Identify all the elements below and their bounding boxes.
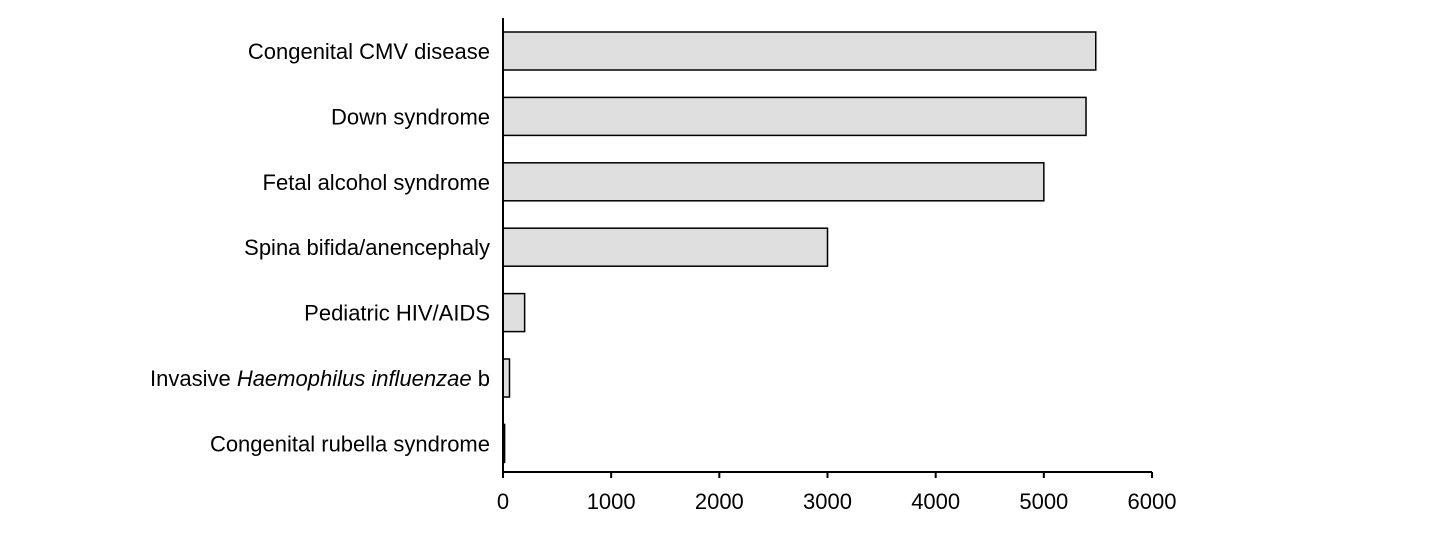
category-label-6: Invasive Haemophilus influenzae b: [150, 366, 490, 391]
category-label-1: Congenital CMV disease: [248, 39, 490, 64]
category-label-2: Down syndrome: [331, 104, 490, 129]
category-label-7: Congenital rubella syndrome: [210, 431, 490, 456]
category-labels: Congenital CMV disease Down syndrome Fetal…: [150, 39, 490, 456]
category-label-part: Spina bifida/anencephaly: [244, 235, 490, 260]
category-label-3: Fetal alcohol syndrome: [263, 170, 490, 195]
category-label-part: b: [472, 366, 490, 391]
category-label-part: Congenital CMV disease: [248, 39, 490, 64]
x-tick-label-2000: 2000: [695, 489, 744, 514]
bar-1: [502, 31, 1097, 71]
x-tick-label-4000: 4000: [911, 489, 960, 514]
category-label-part: Down syndrome: [331, 104, 490, 129]
bar-2: [502, 96, 1087, 137]
x-tick-label-6000: 6000: [1128, 489, 1177, 514]
category-label-part: Haemophilus influenzae: [237, 366, 472, 391]
x-tick-label-3000: 3000: [803, 489, 852, 514]
bars-group: [502, 31, 1097, 464]
bar-4: [502, 227, 829, 267]
category-label-part: Congenital rubella syndrome: [210, 431, 490, 456]
category-label-5: Pediatric HIV/AIDS: [304, 301, 490, 326]
category-label-part: Fetal alcohol syndrome: [263, 170, 490, 195]
x-tick-label-1000: 1000: [587, 489, 636, 514]
x-tick-label-5000: 5000: [1019, 489, 1068, 514]
bar-3: [502, 162, 1045, 202]
category-label-4: Spina bifida/anencephaly: [244, 235, 490, 260]
category-label-part: Invasive: [150, 366, 237, 391]
x-tick-label-0: 0: [497, 489, 509, 514]
bar-5: [502, 292, 526, 333]
category-label-part: Pediatric HIV/AIDS: [304, 301, 490, 326]
x-axis-ticks: 0 1000 2000 3000 4000 5000 6000: [497, 472, 1177, 514]
